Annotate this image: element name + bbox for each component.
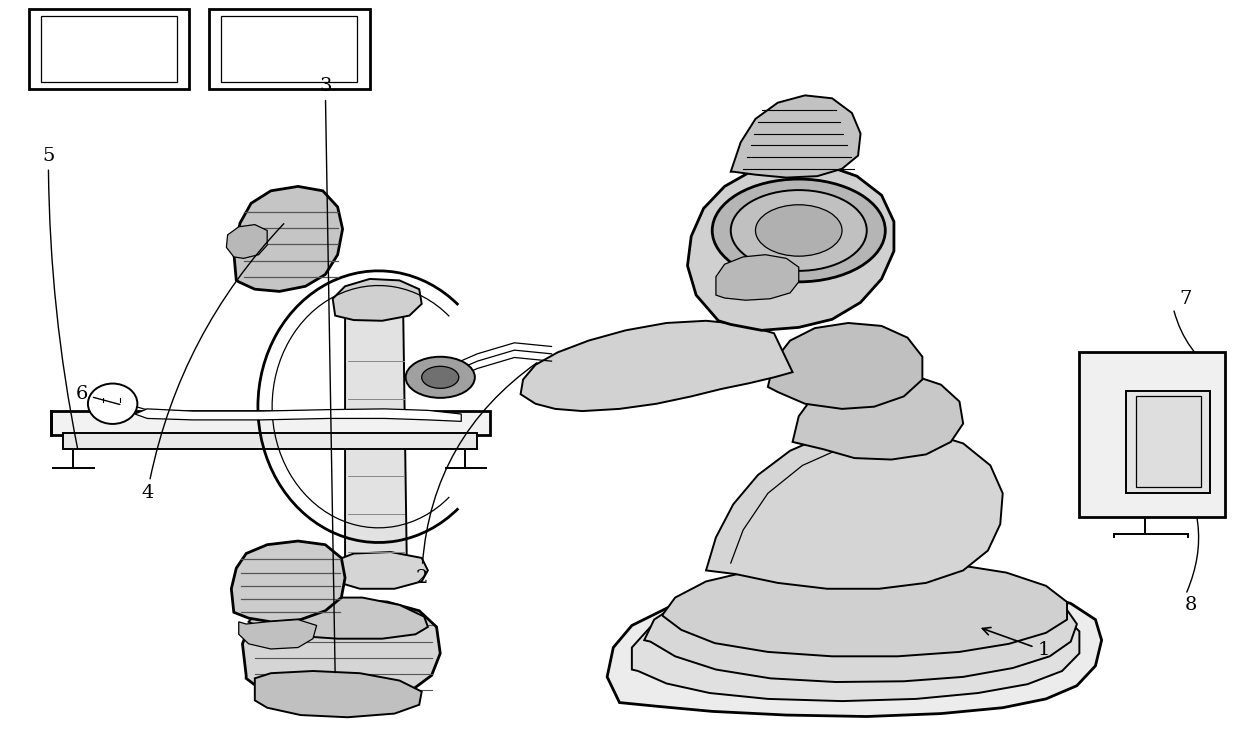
- Polygon shape: [663, 562, 1067, 657]
- Polygon shape: [607, 578, 1101, 716]
- Polygon shape: [330, 552, 427, 589]
- Bar: [28, 9, 190, 89]
- Polygon shape: [333, 279, 421, 321]
- Ellipse shape: [88, 383, 138, 424]
- Circle shape: [405, 357, 475, 398]
- Polygon shape: [234, 186, 343, 291]
- Polygon shape: [731, 95, 861, 178]
- Polygon shape: [344, 306, 406, 573]
- Polygon shape: [632, 589, 1079, 701]
- Polygon shape: [768, 323, 922, 409]
- Polygon shape: [239, 620, 317, 649]
- Bar: [222, 16, 357, 82]
- Polygon shape: [793, 372, 963, 460]
- Polygon shape: [255, 671, 421, 717]
- Text: 8: 8: [1184, 596, 1197, 614]
- Text: 1: 1: [983, 627, 1049, 660]
- Circle shape: [756, 205, 843, 256]
- Bar: [1136, 397, 1201, 487]
- Polygon shape: [644, 576, 1077, 682]
- Bar: [1079, 352, 1225, 517]
- Circle shape: [421, 366, 458, 388]
- Text: 4: 4: [141, 223, 284, 503]
- Polygon shape: [227, 225, 268, 259]
- Polygon shape: [688, 163, 895, 330]
- Text: 6: 6: [76, 385, 120, 405]
- Polygon shape: [249, 598, 427, 639]
- Polygon shape: [706, 427, 1002, 589]
- Polygon shape: [135, 409, 461, 422]
- Polygon shape: [232, 541, 344, 622]
- Text: 3: 3: [318, 77, 335, 673]
- Circle shape: [731, 190, 867, 271]
- Polygon shape: [716, 255, 799, 300]
- Bar: [41, 16, 177, 82]
- Circle shape: [712, 179, 886, 282]
- Polygon shape: [243, 600, 440, 703]
- Text: 7: 7: [1180, 290, 1192, 308]
- Bar: [51, 411, 489, 435]
- Text: 2: 2: [415, 363, 536, 587]
- Bar: [63, 433, 477, 450]
- Text: 5: 5: [42, 147, 78, 448]
- Bar: [209, 9, 369, 89]
- Polygon shape: [520, 321, 793, 411]
- Bar: [1126, 391, 1211, 493]
